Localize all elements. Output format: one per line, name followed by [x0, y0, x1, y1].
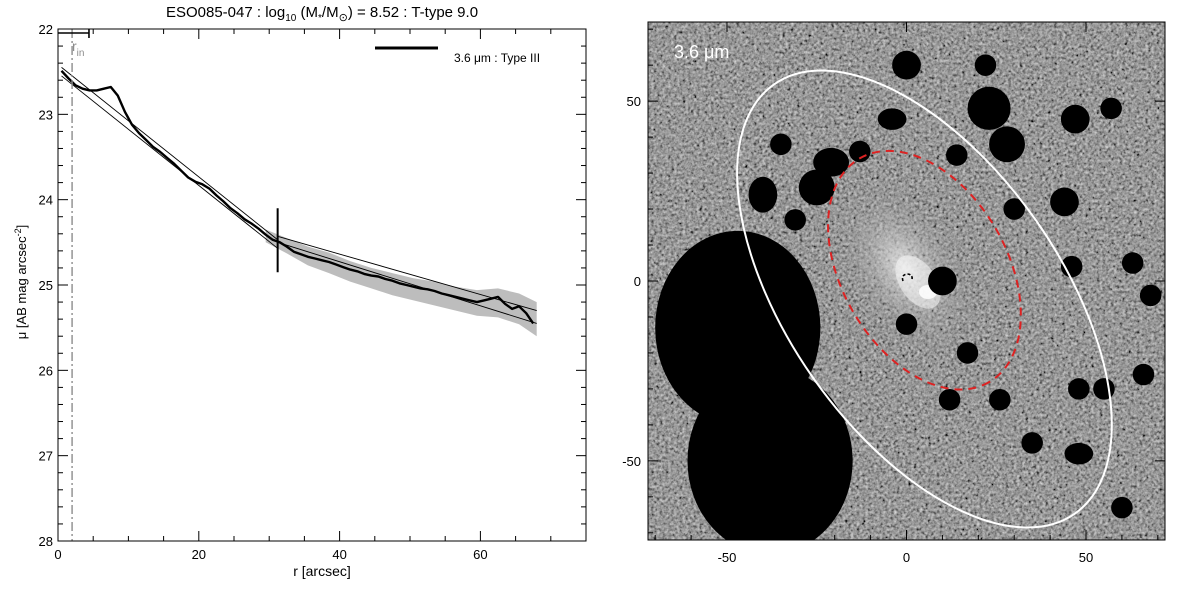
- image-raster: [648, 22, 1165, 540]
- y-tick-label: 28: [39, 534, 53, 549]
- masked-source: [687, 367, 853, 540]
- masked-source: [877, 108, 907, 130]
- masked-source: [974, 54, 997, 76]
- center-contour: [901, 273, 913, 282]
- masked-source: [928, 266, 957, 296]
- r-in-label: rin: [72, 38, 84, 59]
- y-tick-label: 23: [39, 107, 53, 122]
- masked-source: [1021, 432, 1043, 454]
- masked-source: [989, 388, 1011, 411]
- masked-source: [813, 147, 850, 177]
- outer-isophote-ellipse: [736, 69, 1113, 529]
- y-axis-label: μ [AB mag arcsec-2]: [13, 225, 29, 340]
- y-tick-label: 27: [39, 449, 53, 464]
- masked-source: [1121, 252, 1144, 274]
- masked-source: [956, 342, 979, 364]
- chart-title: ESO085-047 : log10 (M*/M⊙) = 8.52 : T-ty…: [166, 4, 478, 24]
- masked-source: [1111, 496, 1133, 519]
- plot-frame: [57, 28, 587, 542]
- masked-source: [1093, 378, 1115, 400]
- img-x-tick-label: 50: [1079, 550, 1093, 565]
- profile-chart: ESO085-047 : log10 (M*/M⊙) = 8.52 : T-ty…: [13, 4, 587, 579]
- legend-label: 3.6 μm : Type III: [454, 51, 540, 65]
- img-x-tick-label: 0: [903, 550, 910, 565]
- masked-source: [1100, 97, 1122, 120]
- img-y-tick-label: 0: [634, 274, 641, 289]
- img-y-tick-label: -50: [622, 454, 641, 469]
- x-tick-label: 20: [192, 547, 206, 562]
- fit-line-inner: [61, 75, 278, 249]
- plot-area: 0 20 40 60 22 23 24 25 26 27 28: [39, 22, 587, 562]
- masked-source: [1068, 378, 1090, 400]
- img-x-tick-label: -50: [718, 550, 737, 565]
- masked-source: [1060, 255, 1083, 278]
- masked-source: [784, 209, 806, 231]
- fit-line-outer-upper: [277, 235, 537, 312]
- band-label: 3.6 μm: [674, 42, 729, 62]
- image-panel: -50 0 50 50 0 -50 3.6 μm: [622, 21, 1166, 565]
- break-isophote-ellipse: [827, 149, 1022, 391]
- image-axes: -50 0 50 50 0 -50: [622, 22, 1165, 565]
- fit-line-outer: [277, 241, 537, 324]
- masked-source: [1139, 284, 1162, 307]
- masked-source: [895, 313, 918, 335]
- masked-source: [770, 133, 792, 156]
- masked-source: [967, 86, 1011, 130]
- legend: 3.6 μm : Type III: [375, 46, 540, 65]
- y-tick-label: 25: [39, 278, 53, 293]
- x-axis-label: r [arcsec]: [293, 563, 351, 579]
- fit-line-inner-upper: [61, 67, 278, 241]
- masked-source: [798, 169, 835, 206]
- x-tick-label: 0: [54, 547, 61, 562]
- y-tick-label: 24: [39, 193, 53, 208]
- masked-source: [892, 50, 921, 80]
- masked-source: [1003, 198, 1025, 220]
- x-tick-label: 40: [332, 547, 346, 562]
- y-tick-label: 26: [39, 363, 53, 378]
- masked-source: [1132, 363, 1155, 386]
- masked-source: [1064, 442, 1094, 465]
- masked-source: [748, 176, 778, 213]
- masked-source: [1060, 104, 1090, 134]
- masked-source: [849, 140, 871, 163]
- masked-regions: [655, 50, 1162, 540]
- y-tick-label: 22: [39, 22, 53, 37]
- masked-source: [938, 388, 961, 411]
- masked-source: [989, 126, 1025, 163]
- masked-source: [1050, 187, 1079, 217]
- profile-line: [60, 69, 535, 325]
- x-tick-label: 60: [473, 547, 487, 562]
- img-y-tick-label: 50: [627, 94, 641, 109]
- masked-source: [945, 144, 968, 166]
